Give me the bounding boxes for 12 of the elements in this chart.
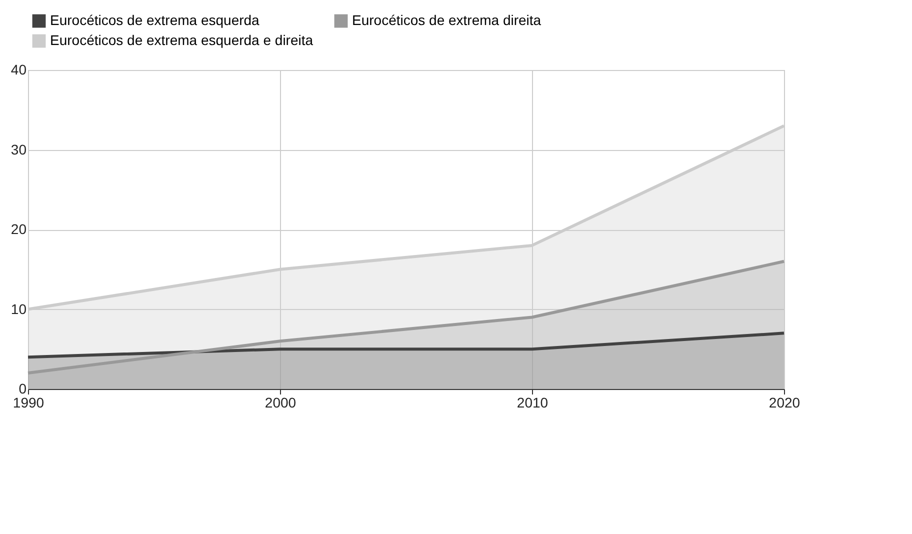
y-tick-label: 0 [18,380,27,396]
legend-label: Eurocéticos de extrema esquerda e direita [50,32,314,48]
y-tick-label: 40 [10,62,27,78]
x-tick-label: 2020 [768,394,800,410]
x-tick-label: 1990 [12,394,44,410]
y-tick-label: 10 [10,300,27,317]
legend-label: Eurocéticos de extrema esquerda [50,12,260,28]
x-tick-label: 2000 [264,394,296,410]
y-tick-label: 30 [10,141,27,158]
legend-label: Eurocéticos de extrema direita [352,12,542,28]
y-tick-label: 20 [10,221,27,237]
x-tick-label: 2010 [516,394,548,410]
